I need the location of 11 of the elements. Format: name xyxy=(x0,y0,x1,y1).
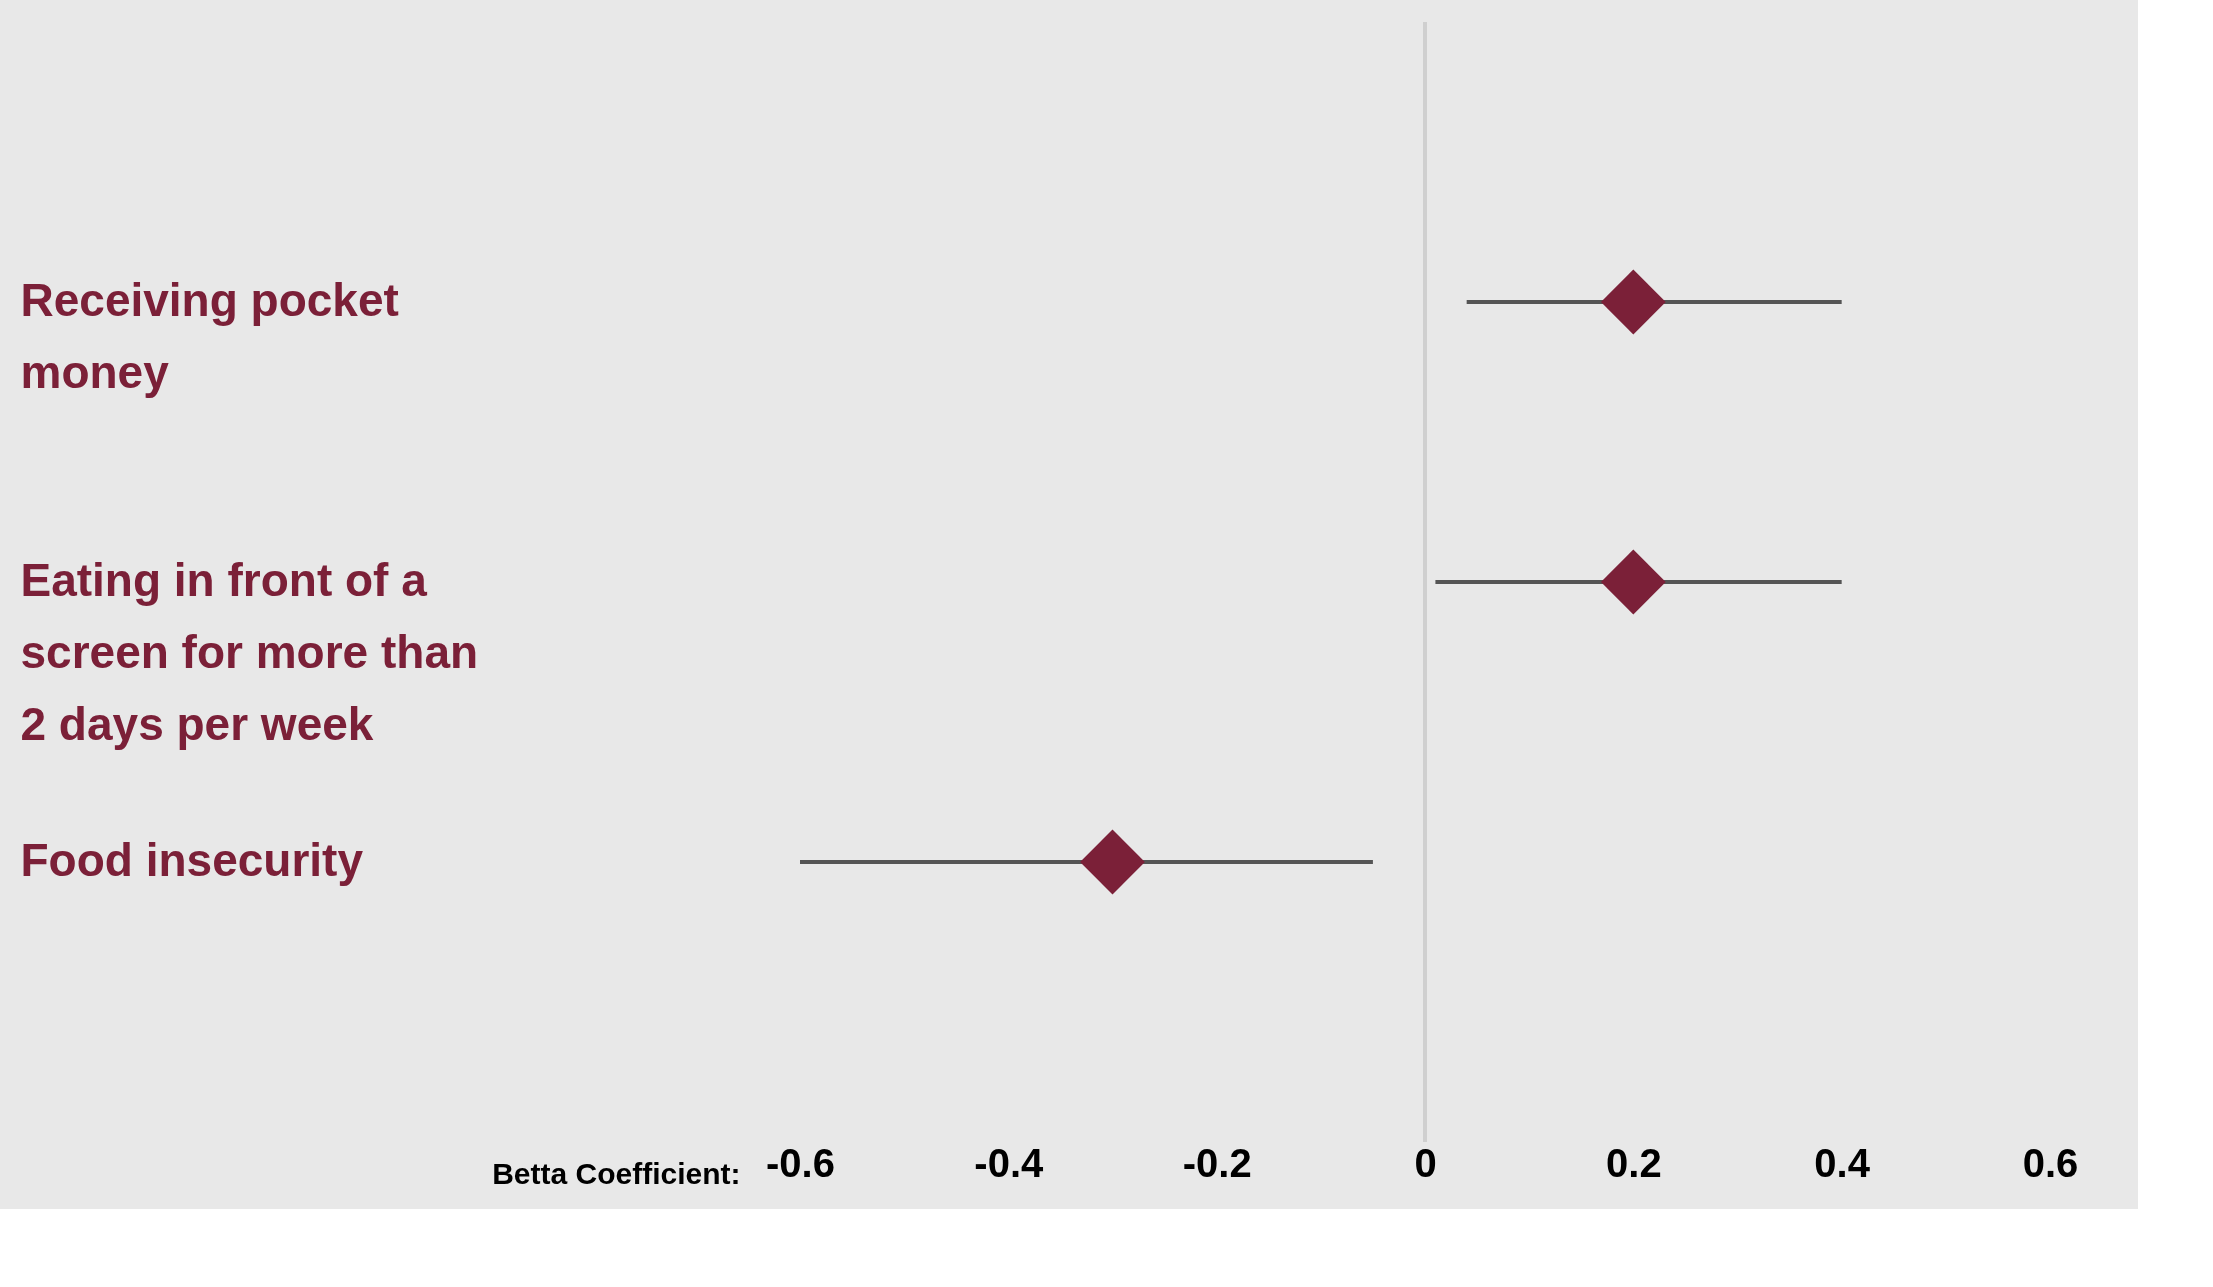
x-tick-label: -0.6 xyxy=(766,1140,835,1185)
y-tick-label: Eating in front of a screen for more than 2 days per week xyxy=(20,554,479,750)
x-axis-title: Betta Coefficient: xyxy=(492,1156,741,1190)
x-tick-label: -0.4 xyxy=(974,1140,1045,1185)
x-tick-label: 0.2 xyxy=(1606,1140,1662,1185)
y-tick-label: Food insecurity xyxy=(20,834,364,886)
x-tick-label: -0.2 xyxy=(1182,1140,1252,1185)
x-tick-label: 0.4 xyxy=(1814,1140,1871,1185)
y-tick-label: Receiving pocket money xyxy=(20,274,399,398)
x-tick-label: 0 xyxy=(1414,1140,1437,1185)
x-tick-label: 0.6 xyxy=(2022,1140,2079,1185)
